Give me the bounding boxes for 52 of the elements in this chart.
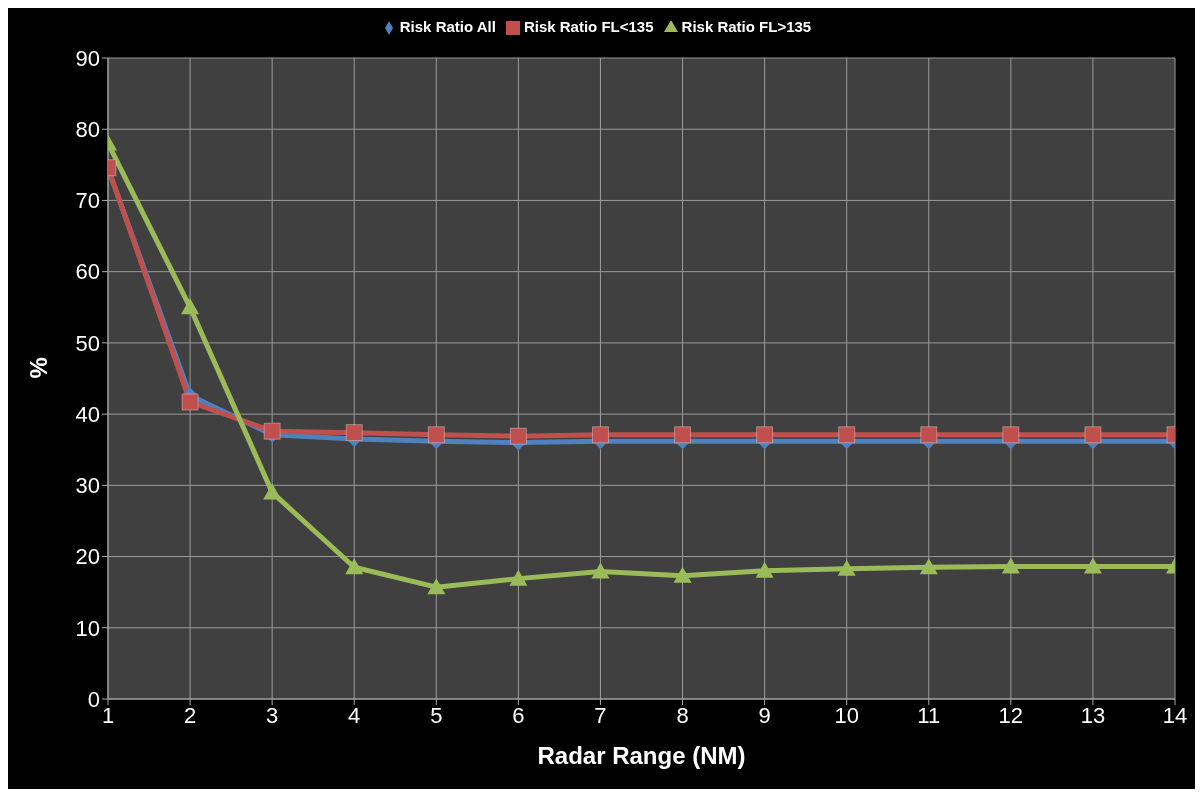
point	[509, 427, 527, 445]
x-tick-label: 8	[676, 702, 689, 728]
x-tick-label: 9	[758, 702, 771, 728]
point	[263, 422, 281, 440]
point	[1083, 557, 1102, 574]
point	[755, 561, 774, 578]
y-tick-label: 80	[75, 117, 100, 143]
point	[427, 426, 445, 444]
y-tick-label: 0	[87, 686, 100, 712]
x-axis-title: Radar Range (NM)	[537, 742, 746, 769]
point	[591, 562, 610, 579]
x-tick-label: 10	[834, 702, 859, 728]
legend-label: Risk Ratio FL>135	[681, 18, 812, 35]
y-tick-label: 40	[75, 401, 100, 427]
y-tick-label: 20	[75, 544, 100, 570]
point	[181, 393, 199, 411]
y-tick-label: 50	[75, 330, 100, 356]
y-tick-label: 90	[75, 45, 100, 71]
point	[345, 424, 363, 442]
x-tick-label: 5	[430, 702, 443, 728]
legend-label: Risk Ratio FL<135	[523, 18, 654, 35]
point	[837, 559, 856, 576]
point	[1002, 426, 1020, 444]
point	[919, 558, 938, 575]
x-tick-label: 13	[1080, 702, 1106, 728]
x-tick-label: 2	[183, 702, 197, 728]
x-tick-label: 3	[266, 702, 279, 728]
x-tick-label: 6	[512, 702, 525, 728]
point	[427, 578, 446, 595]
y-tick-label: 30	[75, 473, 100, 499]
point	[673, 566, 692, 583]
point	[674, 426, 692, 444]
x-tick-label: 1	[101, 702, 115, 728]
y-tick-label: 10	[75, 615, 100, 641]
point	[756, 426, 774, 444]
x-tick-label: 11	[917, 702, 941, 728]
x-tick-label: 4	[348, 702, 361, 728]
point	[1001, 557, 1020, 574]
point	[591, 426, 609, 444]
x-tick-label: 12	[998, 702, 1024, 728]
y-tick-label: 70	[75, 188, 100, 214]
point	[181, 298, 200, 315]
y-tick-label: 60	[75, 259, 100, 285]
point	[345, 558, 364, 575]
x-tick-label: 14	[1162, 702, 1188, 728]
point	[920, 426, 938, 444]
legend-label: Risk Ratio All	[399, 18, 496, 35]
x-tick-label: 7	[594, 702, 607, 728]
point	[838, 426, 856, 444]
point	[509, 569, 528, 586]
y-axis-title: %	[24, 357, 52, 379]
point	[1084, 426, 1102, 444]
